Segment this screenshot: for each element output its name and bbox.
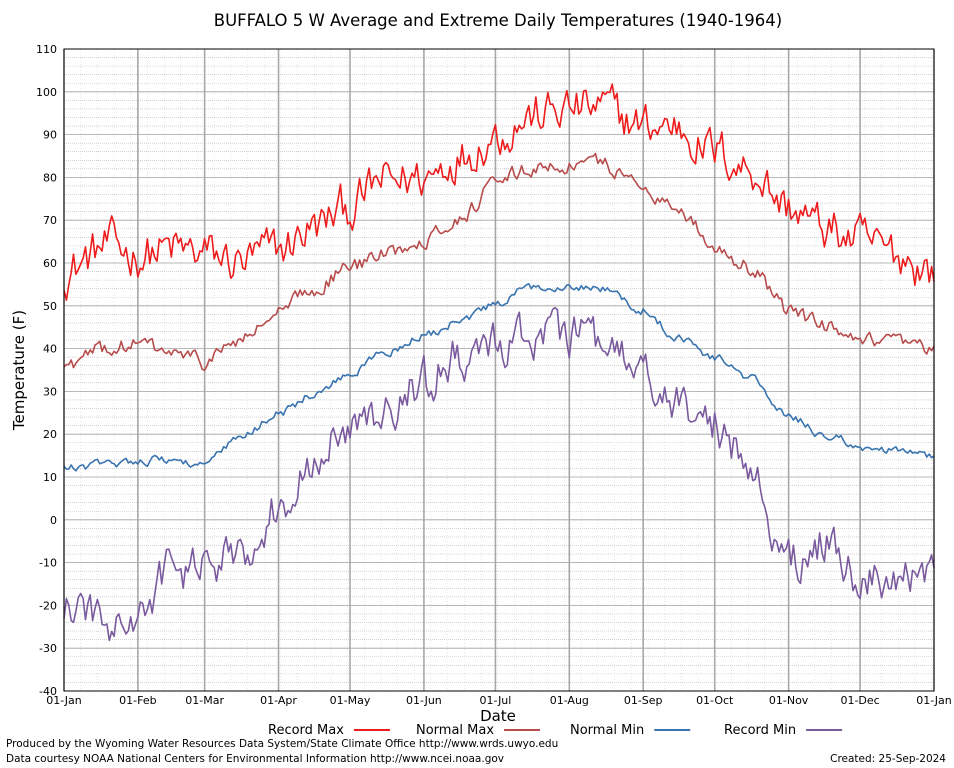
y-tick-label: 60 (43, 257, 57, 270)
producer-credit: Produced by the Wyoming Water Resources … (6, 738, 559, 750)
legend-label-record-max: Record Max (268, 723, 344, 738)
y-tick-label: 80 (43, 171, 57, 184)
chart-grid (63, 48, 935, 692)
data-source-credit: Data courtesy NOAA National Centers for … (6, 753, 505, 765)
y-tick-label: 100 (36, 86, 57, 99)
x-tick-label: 01-Jan (46, 694, 82, 707)
x-axis-label: Date (480, 707, 516, 725)
y-tick-label: -10 (39, 557, 57, 570)
x-axis-ticks: 01-Jan 01-Feb 01-Mar 01-Apr 01-May 01-Jun 01-J… (46, 694, 952, 707)
chart-series (63, 83, 935, 642)
x-tick-label: 01-May (330, 694, 371, 707)
x-tick-label: 01-Aug (550, 694, 589, 707)
created-date: Created: 25-Sep-2024 (830, 753, 946, 765)
y-tick-label: 30 (43, 385, 57, 398)
y-tick-label: -20 (39, 599, 57, 612)
x-tick-label: 01-Apr (260, 694, 297, 707)
plot-background (64, 49, 934, 691)
y-tick-label: 70 (43, 214, 57, 227)
series-line-normal-max (63, 152, 935, 372)
legend-label-normal-min: Normal Min (570, 723, 644, 738)
legend-label-record-min: Record Min (724, 723, 796, 738)
y-tick-label: 110 (36, 43, 57, 56)
x-tick-label: 01-Sep (624, 694, 663, 707)
y-tick-label: 10 (43, 471, 57, 484)
legend-label-normal-max: Normal Max (416, 723, 494, 738)
series-line-record-max (63, 83, 935, 301)
y-axis-label: Temperature (F) (10, 310, 28, 431)
y-tick-label: -40 (39, 685, 57, 698)
y-tick-label: 50 (43, 300, 57, 313)
x-tick-label: 01-Jun (406, 694, 442, 707)
y-axis-ticks: -40 -30 -20 -10 0 10 20 30 40 50 60 70 80 90 100 110 (36, 43, 57, 698)
y-tick-label: 0 (50, 514, 57, 527)
y-tick-label: 40 (43, 343, 57, 356)
series-line-record-min (63, 306, 935, 642)
x-tick-label: 01-Jul (479, 694, 511, 707)
chart-legend: Record Max Normal Max Normal Min Record Min (268, 723, 843, 738)
plot-frame (63, 48, 935, 692)
y-tick-label: -30 (39, 642, 57, 655)
x-tick-label: 01-Nov (769, 694, 809, 707)
x-tick-label: 01-Dec (840, 694, 879, 707)
x-tick-label: 01-Feb (119, 694, 156, 707)
x-tick-label: 01-Jan (916, 694, 952, 707)
chart-title: BUFFALO 5 W Average and Extreme Daily Te… (214, 11, 782, 30)
y-tick-label: 20 (43, 428, 57, 441)
x-tick-label: 01-Oct (696, 694, 734, 707)
series-line-normal-min (63, 282, 935, 472)
y-tick-label: 90 (43, 129, 57, 142)
x-tick-label: 01-Mar (185, 694, 224, 707)
